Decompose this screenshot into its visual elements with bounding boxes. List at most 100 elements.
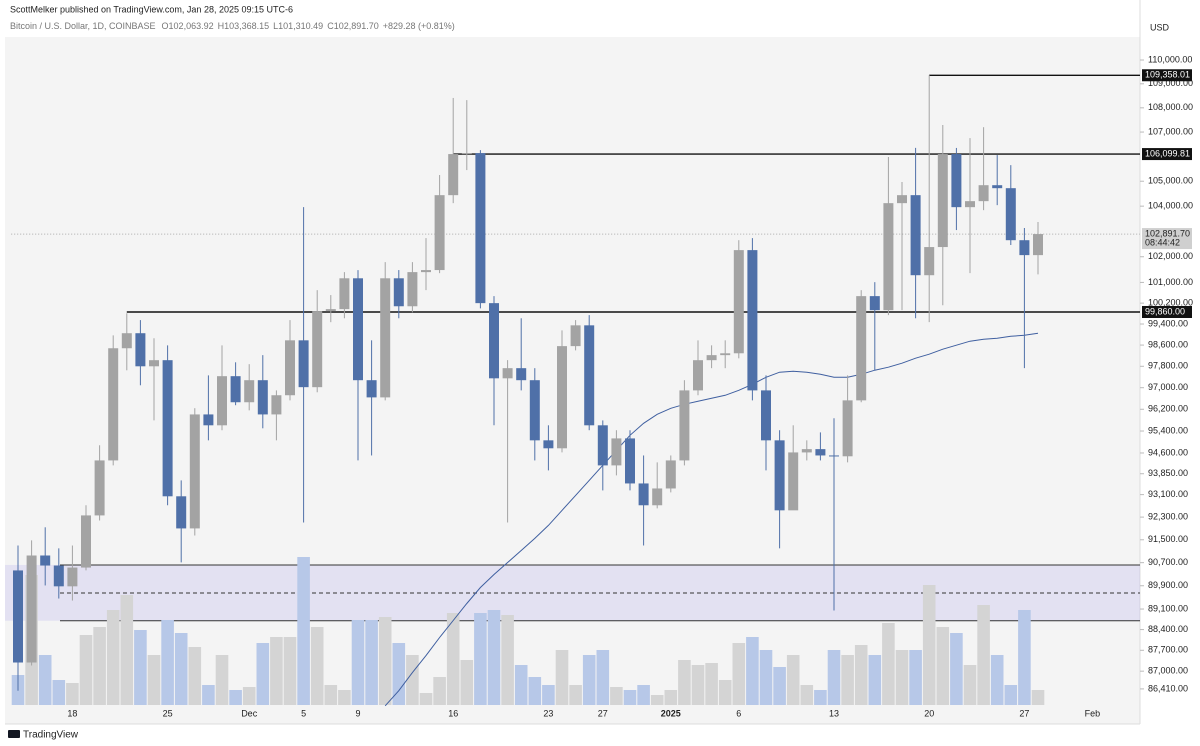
- volume-bar: [120, 595, 134, 705]
- y-tick-label: 93,850.00: [1148, 468, 1188, 478]
- volume-bar: [487, 610, 501, 705]
- volume-bar: [215, 655, 229, 705]
- x-tick-label: 9: [355, 708, 360, 718]
- volume-bar: [38, 655, 52, 705]
- y-tick-label: 87,700.00: [1148, 645, 1188, 655]
- candle-body: [353, 278, 363, 381]
- candle-body: [747, 250, 758, 391]
- x-tick-label: Feb: [1085, 708, 1101, 718]
- symbol: Bitcoin / U.S. Dollar, 1D, COINBASE: [10, 21, 156, 31]
- volume-bar: [310, 627, 324, 705]
- volume-bar: [596, 650, 610, 705]
- volume-bar: [93, 627, 106, 705]
- volume-bar: [909, 650, 922, 705]
- y-tick-label: 95,400.00: [1148, 425, 1188, 435]
- volume-bar: [1018, 610, 1031, 705]
- y-tick-label: 98,600.00: [1148, 339, 1188, 349]
- candle-body: [597, 425, 608, 466]
- volume-bar: [52, 680, 66, 705]
- x-tick-label: 6: [736, 708, 741, 718]
- y-tick-label: 90,700.00: [1148, 557, 1188, 567]
- ohlc: C102,891.70: [327, 21, 379, 31]
- y-tick-label: 104,000.00: [1148, 201, 1193, 211]
- candle-body: [298, 340, 309, 388]
- volume-bar: [229, 690, 242, 705]
- candle-body: [244, 380, 255, 403]
- candle-body: [149, 360, 159, 367]
- volume-bar: [664, 690, 678, 705]
- x-tick-label: 25: [163, 708, 173, 718]
- candle-body: [67, 567, 78, 587]
- volume-bar: [283, 637, 297, 705]
- volume-bar: [936, 627, 950, 705]
- volume-bar: [963, 665, 977, 705]
- candle-body: [489, 303, 499, 379]
- candle-body: [285, 340, 295, 396]
- volume-bar: [623, 690, 637, 705]
- volume-bar: [868, 655, 882, 705]
- candle-body: [230, 376, 241, 403]
- candle-body: [53, 565, 64, 587]
- candle-body: [502, 368, 513, 379]
- volume-bar: [854, 645, 868, 705]
- level-tag: [1142, 69, 1192, 82]
- candle-body: [693, 360, 703, 391]
- x-tick-label: 18: [67, 708, 77, 718]
- candle-body: [543, 440, 554, 449]
- y-tick-label: 89,900.00: [1148, 580, 1188, 590]
- volume-bar: [256, 643, 270, 705]
- candle-body: [135, 333, 146, 367]
- x-tick-label: 13: [829, 708, 839, 718]
- volume-bar: [691, 665, 705, 705]
- y-tick-label: 94,600.00: [1148, 447, 1188, 457]
- y-tick-label: 108,000.00: [1148, 102, 1193, 112]
- candle-body: [842, 400, 853, 457]
- candle-body: [162, 360, 173, 497]
- level-label: 109,358.01: [1145, 70, 1190, 80]
- volume-bar: [202, 685, 215, 705]
- ohlc: L101,310.49: [273, 21, 323, 31]
- candle-body: [652, 488, 663, 506]
- candle-body: [325, 309, 336, 312]
- volume-bar: [474, 613, 487, 705]
- y-tick-label: 110,000.00: [1148, 54, 1192, 64]
- volume-bar: [542, 685, 555, 705]
- x-tick-label: 16: [448, 708, 458, 718]
- candle-body: [788, 452, 799, 511]
- volume-bar: [773, 667, 786, 705]
- candle-body: [706, 355, 717, 361]
- volume-bar: [501, 615, 514, 705]
- candle-body: [869, 296, 880, 311]
- candle-body: [217, 376, 227, 426]
- y-tick-label: 92,300.00: [1148, 511, 1188, 521]
- ohlc: H103,368.15: [218, 21, 270, 31]
- volume-bar: [242, 687, 256, 705]
- y-tick-label: 102,000.00: [1148, 251, 1193, 261]
- last-price-label: 102,891.70: [1145, 228, 1190, 238]
- volume-bar: [433, 677, 446, 705]
- y-tick-label: 86,410.00: [1148, 683, 1188, 693]
- candle-body: [1005, 188, 1016, 241]
- candle-body: [26, 555, 37, 663]
- candle-body: [665, 460, 676, 489]
- volume-bar: [800, 685, 814, 705]
- candle-body: [883, 203, 894, 311]
- candle-body: [801, 449, 812, 453]
- y-tick-label: 105,000.00: [1148, 176, 1193, 186]
- volume-bar: [270, 637, 283, 705]
- ohlc: O102,063.92: [162, 21, 214, 31]
- y-tick-label: 89,100.00: [1148, 603, 1188, 613]
- candle-body: [40, 555, 51, 566]
- volume-bar: [746, 637, 759, 705]
- candle-body: [774, 440, 785, 511]
- volume-bar: [324, 685, 338, 705]
- volume-bar: [406, 655, 419, 705]
- volume-bar: [419, 693, 433, 705]
- candle-body: [448, 154, 459, 196]
- candle-body: [733, 250, 744, 354]
- candle-body: [856, 296, 867, 401]
- logo: [8, 730, 20, 738]
- candle-body: [992, 185, 1003, 189]
- volume-bar: [1031, 690, 1045, 705]
- level-label: 99,860.00: [1145, 306, 1185, 316]
